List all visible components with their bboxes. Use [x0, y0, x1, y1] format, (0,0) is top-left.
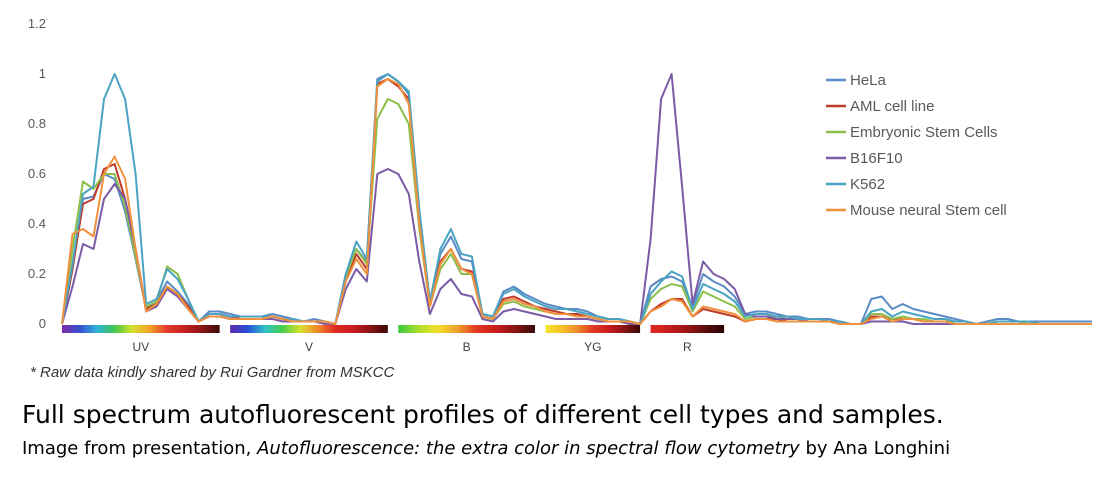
series-lines — [61, 73, 1092, 325]
y-tick-label: 0.8 — [28, 116, 46, 131]
y-tick-label: 0.2 — [28, 266, 46, 281]
series-line-mouse-neural-stem-cell — [61, 78, 1092, 325]
y-tick-label: 0.4 — [28, 216, 46, 231]
laser-bar-v — [230, 325, 388, 333]
legend-label-mouse-neural-stem-cell: Mouse neural Stem cell — [850, 202, 1007, 219]
caption-presentation-title: Autofluorescence: the extra color in spe… — [257, 438, 800, 459]
legend-label-k562: K562 — [850, 176, 885, 193]
y-tick-label: 0 — [39, 316, 46, 331]
footnote: * Raw data kindly shared by Rui Gardner … — [30, 364, 395, 381]
laser-bar-yg — [545, 325, 641, 333]
laser-bar-r — [650, 325, 725, 333]
laser-label-uv: UV — [132, 340, 149, 354]
caption-prefix: Image from presentation, — [22, 438, 258, 459]
caption-title: Full spectrum autofluorescent profiles o… — [22, 400, 944, 429]
laser-label-yg: YG — [584, 340, 601, 354]
legend-label-embryonic-stem-cells: Embryonic Stem Cells — [850, 124, 998, 141]
spectrum-chart: 0 0.2 0.4 0.6 0.8 1 1.2 UV V B YG R HeLa AML cell l… — [28, 16, 1092, 354]
series-line-hela — [61, 73, 1092, 325]
y-tick-label: 1.2 — [28, 16, 46, 31]
laser-label-v: V — [305, 340, 313, 354]
laser-label-r: R — [683, 340, 692, 354]
legend-label-hela: HeLa — [850, 72, 887, 89]
legend-label-aml-cell-line: AML cell line — [850, 98, 934, 115]
legend-label-b16f10: B16F10 — [850, 150, 903, 167]
y-tick-label: 0.6 — [28, 166, 46, 181]
series-line-b16f10 — [61, 73, 1092, 325]
laser-bar-uv — [62, 325, 220, 333]
laser-label-b: B — [463, 340, 471, 354]
caption-subtitle: Image from presentation, Autofluorescenc… — [22, 438, 950, 459]
y-tick-label: 1 — [39, 66, 46, 81]
laser-labels: UV V B YG R — [132, 340, 692, 354]
legend: HeLa AML cell line Embryonic Stem Cells B16… — [826, 72, 1007, 219]
y-axis: 0 0.2 0.4 0.6 0.8 1 1.2 — [28, 16, 46, 331]
laser-color-bars — [62, 325, 725, 333]
laser-bar-b — [398, 325, 535, 333]
series-line-k562 — [61, 73, 1092, 325]
caption-suffix: by Ana Longhini — [799, 438, 951, 459]
